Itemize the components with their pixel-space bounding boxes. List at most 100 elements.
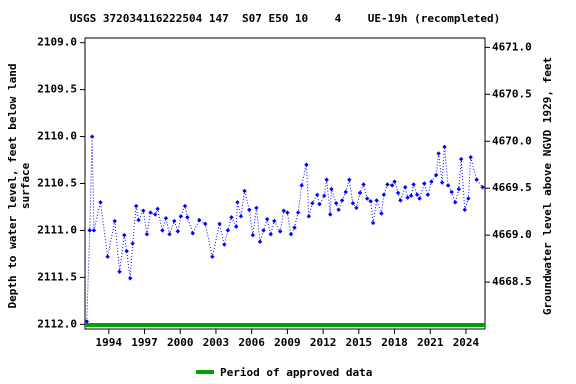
data-point: [128, 276, 133, 281]
data-point: [122, 232, 127, 238]
data-point: [339, 198, 345, 203]
y-label: Depth to water level, feet below land: [6, 63, 19, 308]
x-tick-label: 1994: [96, 336, 123, 349]
data-point: [336, 207, 341, 212]
data-point: [292, 225, 297, 230]
data-point: [368, 199, 373, 204]
data-point: [163, 216, 169, 221]
data-point: [264, 216, 270, 222]
data-point: [91, 228, 97, 233]
data-point: [425, 192, 431, 197]
y-label: surface: [19, 162, 32, 209]
data-point: [436, 151, 441, 156]
data-point: [160, 228, 165, 233]
data-point: [268, 231, 273, 237]
data-point: [370, 220, 376, 226]
data-point: [247, 207, 252, 212]
data-point: [314, 192, 320, 197]
data-point: [124, 248, 129, 254]
data-point: [136, 217, 141, 223]
data-point: [357, 190, 363, 196]
data-point: [385, 182, 390, 187]
data-point: [333, 201, 339, 206]
data-point: [153, 212, 158, 217]
data-point: [403, 185, 408, 190]
data-point: [354, 205, 359, 211]
data-point: [317, 201, 322, 207]
data-point: [329, 186, 334, 192]
data-point: [439, 180, 445, 185]
data-point: [374, 198, 379, 203]
data-point: [408, 193, 414, 198]
data-point: [381, 192, 387, 197]
data-point: [281, 208, 287, 213]
x-tick-label: 2018: [381, 336, 408, 349]
data-point: [182, 203, 188, 209]
x-tick-label: 2021: [417, 336, 444, 349]
data-point: [144, 231, 150, 237]
x-tick-label: 2000: [167, 336, 194, 349]
data-point: [445, 183, 451, 188]
data-point: [295, 210, 301, 215]
x-tick-label: 2024: [453, 336, 480, 349]
chart-title: USGS 372034116222504 147 S07 E50 10 4 UE…: [70, 12, 500, 25]
y2-tick-label: 4670.0: [492, 134, 532, 147]
y2-label: Groundwater level above NGVD 1929, feet: [541, 57, 554, 315]
data-point: [398, 198, 403, 203]
series-line: [86, 136, 484, 322]
data-point: [417, 196, 422, 201]
data-point: [442, 144, 447, 150]
data-point: [217, 221, 222, 227]
data-point: [304, 162, 309, 167]
data-point: [395, 190, 401, 196]
y2-tick-label: 4670.5: [492, 87, 532, 100]
data-point: [456, 186, 462, 192]
data-point: [389, 183, 395, 188]
y-tick-label: 2110.5: [37, 177, 77, 190]
data-point: [347, 177, 352, 182]
data-point: [84, 319, 89, 324]
x-tick-label: 2015: [346, 336, 373, 349]
data-point: [250, 232, 256, 238]
data-point: [414, 192, 420, 197]
data-point: [278, 229, 283, 234]
data-point: [411, 182, 416, 187]
data-point: [141, 208, 146, 213]
data-point: [429, 179, 434, 184]
data-point: [310, 201, 315, 206]
data-point: [210, 254, 215, 259]
data-point: [112, 218, 117, 224]
y-tick-label: 2110.0: [37, 130, 77, 143]
data-point: [117, 269, 122, 274]
x-tick-label: 2009: [274, 336, 301, 349]
data-point: [229, 215, 234, 220]
data-point: [261, 228, 266, 233]
data-point: [203, 221, 208, 227]
data-point: [254, 205, 259, 211]
data-point: [453, 200, 458, 205]
data-point: [392, 179, 397, 184]
data-point: [178, 214, 184, 219]
x-tick-label: 2003: [203, 336, 230, 349]
data-point: [285, 210, 290, 215]
data-point: [87, 228, 92, 233]
data-point: [474, 177, 479, 182]
data-point: [458, 156, 464, 162]
data-point: [468, 155, 473, 160]
data-point: [433, 172, 439, 178]
y2-tick-label: 4671.0: [492, 40, 532, 53]
data-point: [306, 214, 312, 219]
y2-tick-label: 4668.5: [492, 275, 532, 288]
data-point: [343, 189, 348, 195]
y-tick-label: 2111.0: [37, 223, 77, 236]
data-point: [233, 224, 239, 229]
data-point: [235, 200, 240, 205]
data-point: [130, 241, 135, 246]
data-point: [172, 218, 177, 224]
data-point: [405, 195, 410, 200]
data-point: [449, 189, 454, 195]
data-point: [238, 214, 244, 219]
legend-label: Period of approved data: [220, 366, 372, 379]
data-point: [328, 212, 333, 217]
